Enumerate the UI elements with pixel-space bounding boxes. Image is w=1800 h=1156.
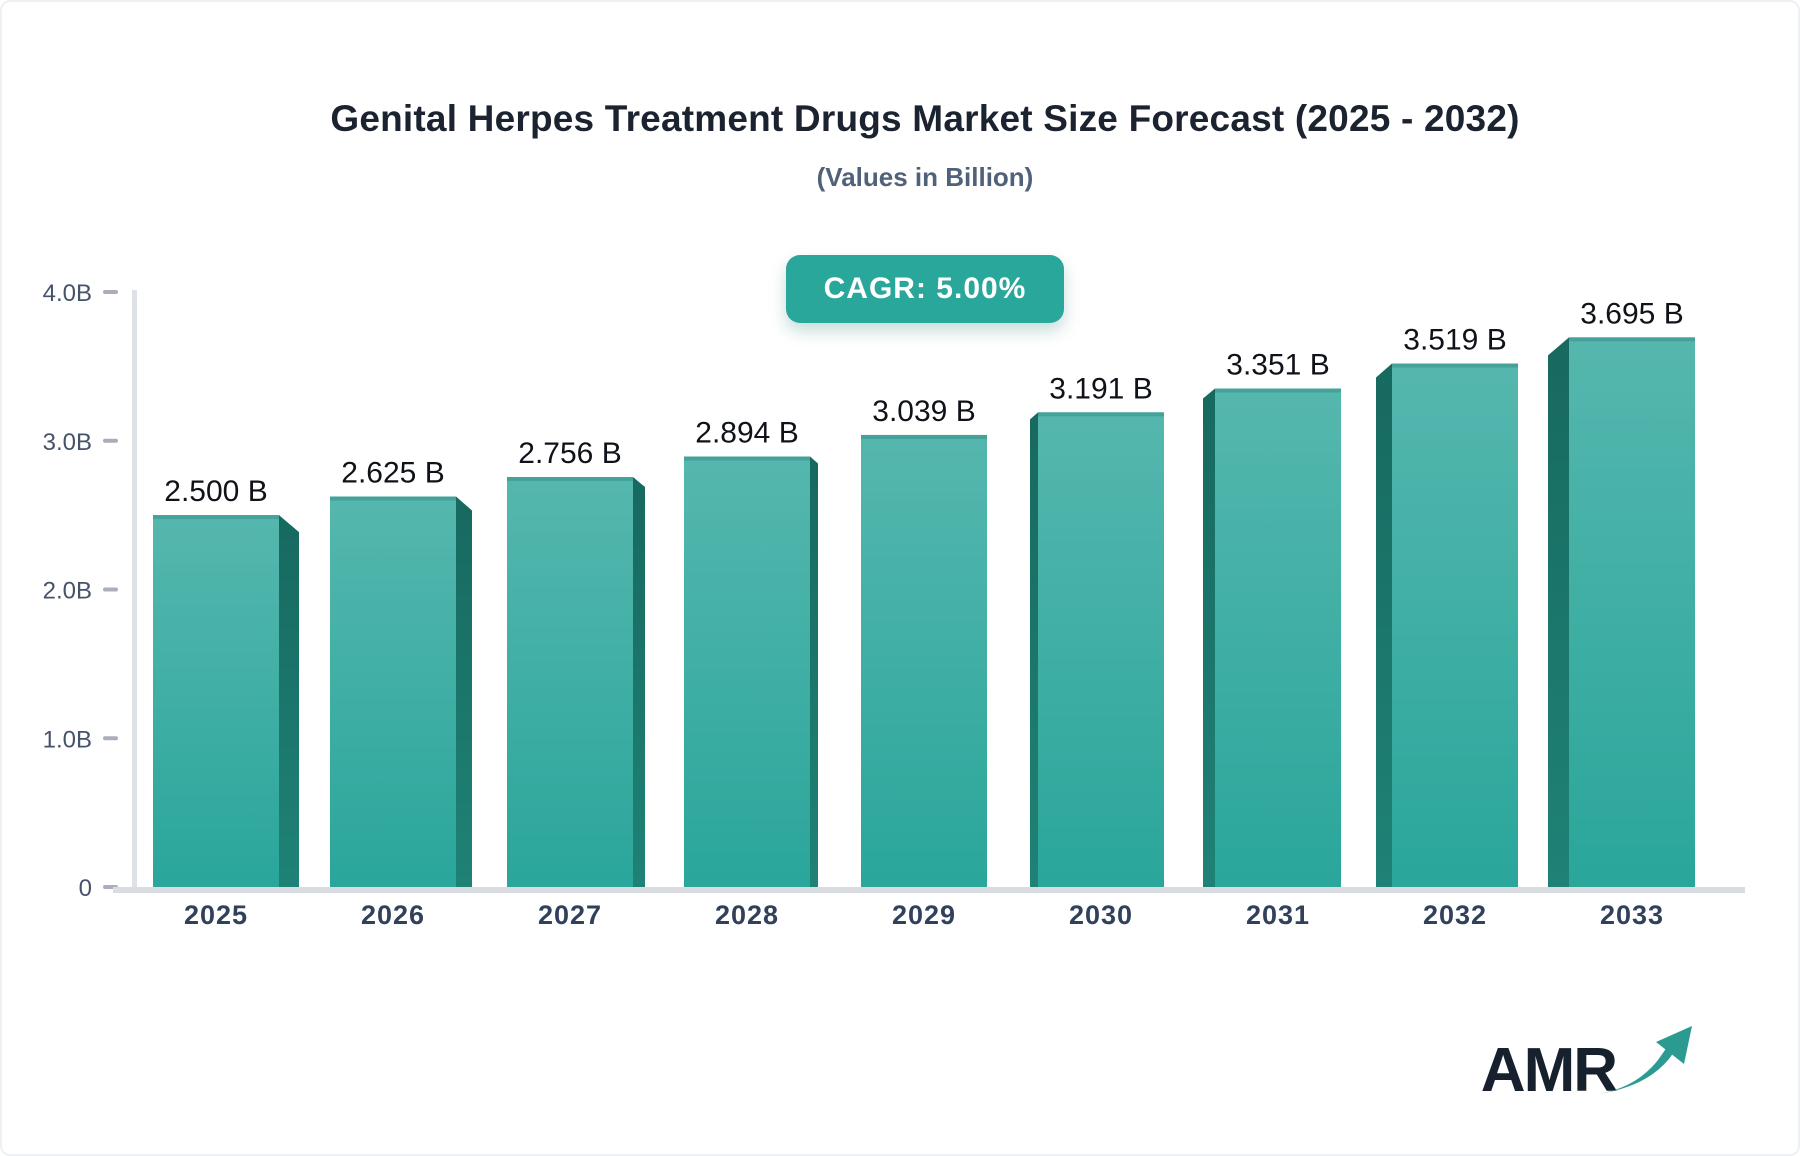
cagr-badge: CAGR: 5.00% xyxy=(785,255,1065,323)
x-axis-label: 2025 xyxy=(184,900,248,930)
growth-arrow-icon xyxy=(1598,1026,1692,1094)
bar-2027 xyxy=(507,477,633,887)
x-axis-label: 2033 xyxy=(1600,900,1664,930)
y-axis-line xyxy=(132,290,137,890)
bar-top-edge-2025 xyxy=(153,515,279,520)
amr-logo: AMR xyxy=(1481,1022,1696,1102)
bar-value-label: 3.039 B xyxy=(872,395,975,428)
bar-side-2032 xyxy=(1376,363,1392,888)
chart-title: Genital Herpes Treatment Drugs Market Si… xyxy=(330,98,1520,139)
chart-header: Genital Herpes Treatment Drugs Market Si… xyxy=(62,98,1788,193)
bar-top-edge-2033 xyxy=(1569,337,1695,342)
x-axis-label: 2027 xyxy=(538,900,602,930)
x-axis-label: 2029 xyxy=(892,900,956,930)
y-axis-tick-label: 2.0B xyxy=(43,578,92,605)
bar-top-edge-2030 xyxy=(1038,412,1164,417)
bar-value-label: 2.756 B xyxy=(518,437,621,470)
bar-top-edge-2027 xyxy=(507,477,633,482)
y-axis-tick-label: 4.0B xyxy=(43,280,92,307)
amr-logo-text: AMR xyxy=(1480,1036,1618,1105)
bar-side-2033 xyxy=(1548,337,1569,887)
bar-2031 xyxy=(1215,388,1341,887)
bar-side-2030 xyxy=(1030,412,1038,887)
x-axis-label: 2032 xyxy=(1423,900,1487,930)
bar-2030 xyxy=(1038,412,1164,887)
bar-top-edge-2028 xyxy=(684,456,810,461)
y-axis-tick-label: 0 xyxy=(79,875,92,902)
bar-value-label: 3.695 B xyxy=(1580,297,1683,330)
bar-top-edge-2031 xyxy=(1215,388,1341,393)
bar-2032 xyxy=(1392,363,1518,888)
y-axis-tick xyxy=(103,587,118,592)
bar-side-2031 xyxy=(1203,388,1215,887)
bar-value-label: 2.625 B xyxy=(341,457,444,490)
bar-value-label: 3.351 B xyxy=(1226,349,1329,382)
bar-value-label: 2.500 B xyxy=(164,475,267,508)
bar-side-2026 xyxy=(456,496,472,887)
y-axis-tick xyxy=(103,736,118,741)
bar-side-2025 xyxy=(279,515,299,887)
bar-top-edge-2029 xyxy=(861,434,987,439)
bar-side-2027 xyxy=(633,477,645,887)
bar-top-edge-2032 xyxy=(1392,363,1518,368)
bar-value-label: 3.191 B xyxy=(1049,372,1152,405)
y-axis-tick xyxy=(103,438,118,443)
cagr-badge-row: CAGR: 5.00% xyxy=(62,255,1788,323)
x-axis-label: 2030 xyxy=(1069,900,1133,930)
bar-2028 xyxy=(684,456,810,887)
y-axis-tick xyxy=(103,290,118,294)
x-axis-label: 2028 xyxy=(715,900,779,930)
x-axis-baseline xyxy=(113,887,1745,893)
bar-value-label: 2.894 B xyxy=(695,417,798,450)
bar-2026 xyxy=(330,496,456,887)
x-axis-label: 2026 xyxy=(361,900,425,930)
bar-2033 xyxy=(1569,337,1695,887)
chart-subtitle: (Values in Billion) xyxy=(816,162,1034,192)
y-axis-tick-label: 3.0B xyxy=(43,429,92,456)
bar-2025 xyxy=(153,515,279,887)
y-axis-tick-label: 1.0B xyxy=(43,726,92,753)
bar-side-2028 xyxy=(810,456,818,887)
bar-top-edge-2026 xyxy=(330,496,456,501)
bar-value-label: 3.519 B xyxy=(1403,324,1506,357)
bar-2029 xyxy=(861,434,987,887)
x-axis-label: 2031 xyxy=(1246,900,1310,930)
